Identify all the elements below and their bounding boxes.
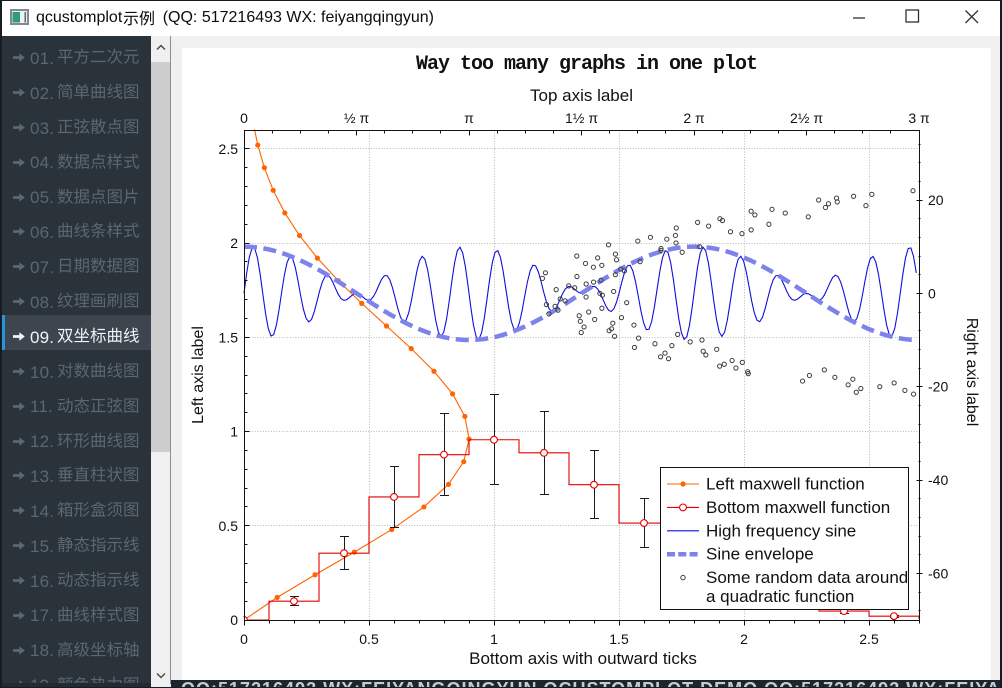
svg-text:1: 1	[230, 424, 238, 440]
svg-text:20: 20	[928, 192, 944, 208]
svg-text:High frequency sine: High frequency sine	[706, 521, 856, 540]
svg-text:2½ π: 2½ π	[790, 110, 823, 126]
svg-text:Sine envelope: Sine envelope	[706, 545, 814, 564]
svg-text:2 π: 2 π	[683, 110, 705, 126]
svg-text:Bottom axis with outward ticks: Bottom axis with outward ticks	[469, 649, 697, 668]
svg-text:Bottom maxwell function: Bottom maxwell function	[706, 498, 890, 517]
svg-text:Some random data around: Some random data around	[706, 568, 908, 587]
svg-text:Left axis label: Left axis label	[190, 326, 207, 424]
svg-text:-60: -60	[928, 565, 948, 581]
svg-text:0.5: 0.5	[359, 631, 379, 647]
svg-text:½ π: ½ π	[344, 110, 370, 126]
svg-text:2: 2	[740, 631, 748, 647]
svg-text:0: 0	[230, 612, 238, 628]
svg-text:Left maxwell function: Left maxwell function	[706, 475, 865, 494]
svg-text:1½ π: 1½ π	[565, 110, 598, 126]
svg-text:2.5: 2.5	[219, 141, 239, 157]
svg-text:1.5: 1.5	[609, 631, 629, 647]
svg-text:0: 0	[928, 285, 936, 301]
svg-text:Way too many graphs in one plo: Way too many graphs in one plot	[416, 53, 757, 76]
svg-text:2.5: 2.5	[859, 631, 879, 647]
svg-text:a quadratic function: a quadratic function	[706, 587, 854, 606]
svg-text:3 π: 3 π	[908, 110, 930, 126]
svg-text:Top axis label: Top axis label	[530, 86, 633, 105]
svg-text:Right axis label: Right axis label	[963, 318, 980, 427]
svg-text:-40: -40	[928, 472, 948, 488]
svg-text:1.5: 1.5	[219, 329, 239, 345]
svg-text:1: 1	[490, 631, 498, 647]
svg-text:-20: -20	[928, 379, 948, 395]
svg-text:0: 0	[240, 110, 248, 126]
svg-text:2: 2	[230, 235, 238, 251]
svg-text:π: π	[464, 110, 474, 126]
svg-text:0: 0	[240, 631, 248, 647]
svg-text:0.5: 0.5	[219, 518, 239, 534]
